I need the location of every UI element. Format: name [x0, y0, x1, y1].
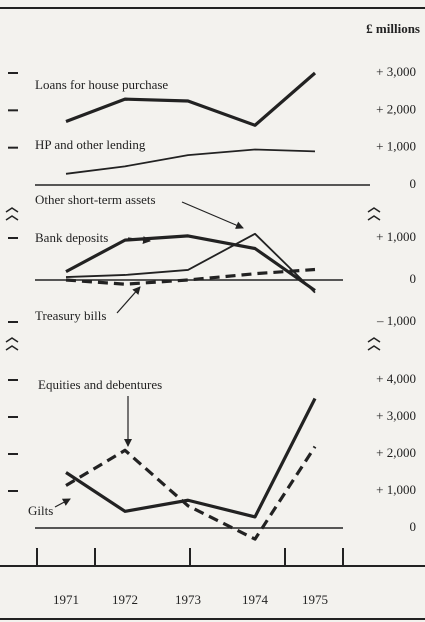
label-arrow	[127, 236, 151, 245]
series-label: Bank deposits	[35, 230, 108, 245]
x-tick-label: 1971	[53, 592, 79, 607]
x-tick-label: 1975	[302, 592, 328, 607]
y-tick-label: + 1,000	[376, 482, 416, 497]
series-line	[65, 148, 316, 175]
y-tick-label: + 2,000	[376, 101, 416, 116]
series-label: Equities and debentures	[38, 377, 162, 392]
series-label: Other short-term assets	[35, 192, 156, 207]
series-line	[65, 445, 317, 541]
series-line	[65, 397, 317, 519]
y-tick-label: + 3,000	[376, 64, 416, 79]
series-line	[65, 71, 317, 127]
scale-break	[367, 207, 381, 221]
series-label: HP and other lending	[35, 137, 146, 152]
y-tick-label: 0	[410, 176, 417, 191]
label-arrow	[116, 286, 141, 314]
y-tick-label: – 1,000	[376, 313, 416, 328]
series-label: Loans for house purchase	[35, 77, 168, 92]
series-line	[65, 267, 316, 286]
label-arrow	[181, 201, 244, 229]
scale-break	[5, 207, 19, 221]
scale-break	[5, 337, 19, 351]
y-tick-label: + 2,000	[376, 445, 416, 460]
x-tick-label: 1973	[175, 592, 201, 607]
unit-label: £ millions	[366, 21, 420, 36]
x-boundary-ticks	[36, 548, 344, 566]
y-tick-label: 0	[410, 271, 417, 286]
y-tick-label: + 3,000	[376, 408, 416, 423]
series-line	[65, 234, 316, 292]
series-label: Gilts	[28, 503, 53, 518]
series-label: Treasury bills	[35, 308, 106, 323]
y-tick-label: + 1,000	[376, 229, 416, 244]
y-tick-label: + 4,000	[376, 371, 416, 386]
label-arrow	[54, 498, 71, 508]
y-tick-label: 0	[410, 519, 417, 534]
x-tick-label: 1972	[112, 592, 138, 607]
y-tick-label: + 1,000	[376, 139, 416, 154]
series-line	[65, 232, 316, 294]
x-tick-label: 1974	[242, 592, 269, 607]
scale-break	[367, 337, 381, 351]
